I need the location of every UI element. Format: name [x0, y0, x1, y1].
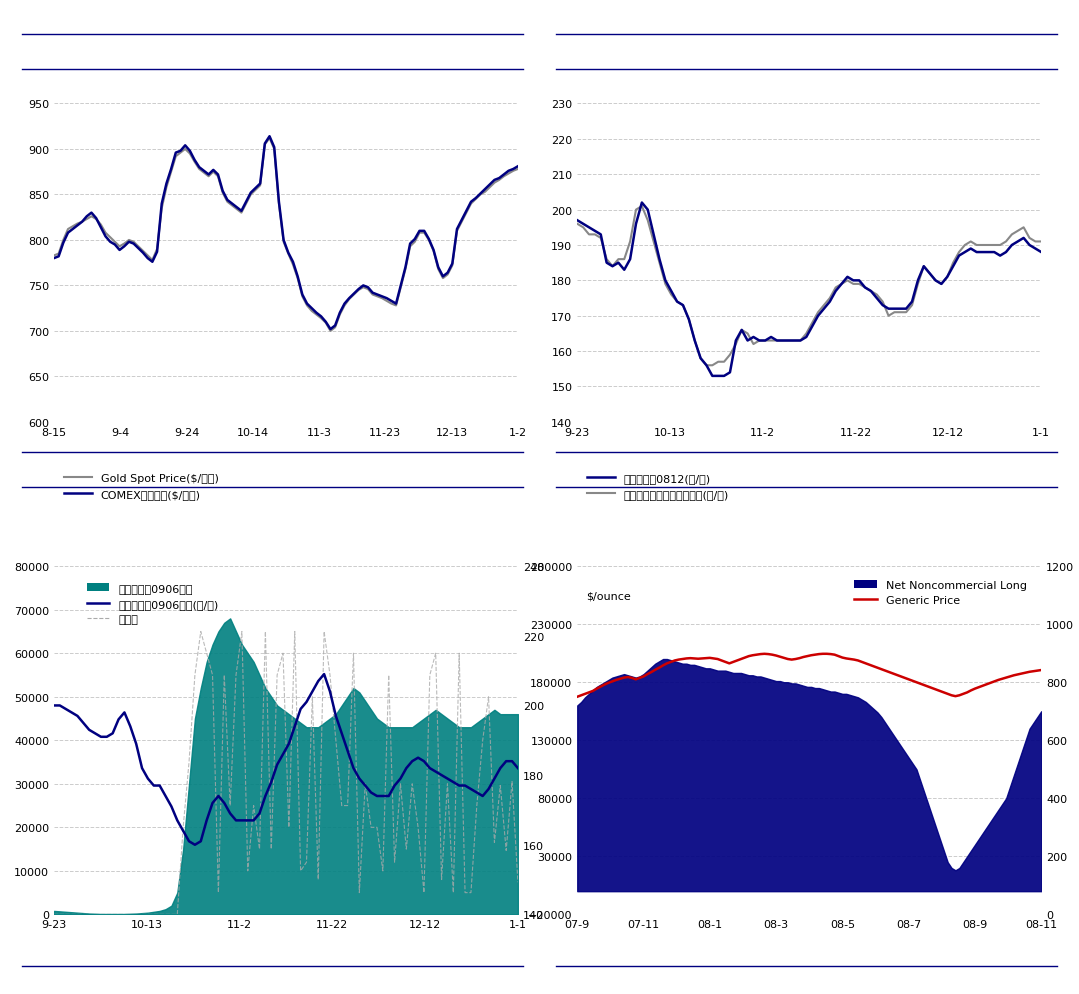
Legend: Net Noncommercial Long, Generic Price: Net Noncommercial Long, Generic Price: [850, 576, 1032, 610]
Legend: Gold Spot Price($/盎司), COMEX黄金连续($/盎司): Gold Spot Price($/盎司), COMEX黄金连续($/盎司): [59, 469, 223, 504]
Legend: 上期所黄金0812(元/克), 美国现货价格折算成人民币(元/克): 上期所黄金0812(元/克), 美国现货价格折算成人民币(元/克): [583, 469, 734, 504]
Text: $/ounce: $/ounce: [587, 590, 631, 601]
Legend: 上期所黄金0906持仓, 上期所黄金0906价格(元/克), 成交量: 上期所黄金0906持仓, 上期所黄金0906价格(元/克), 成交量: [83, 580, 223, 629]
